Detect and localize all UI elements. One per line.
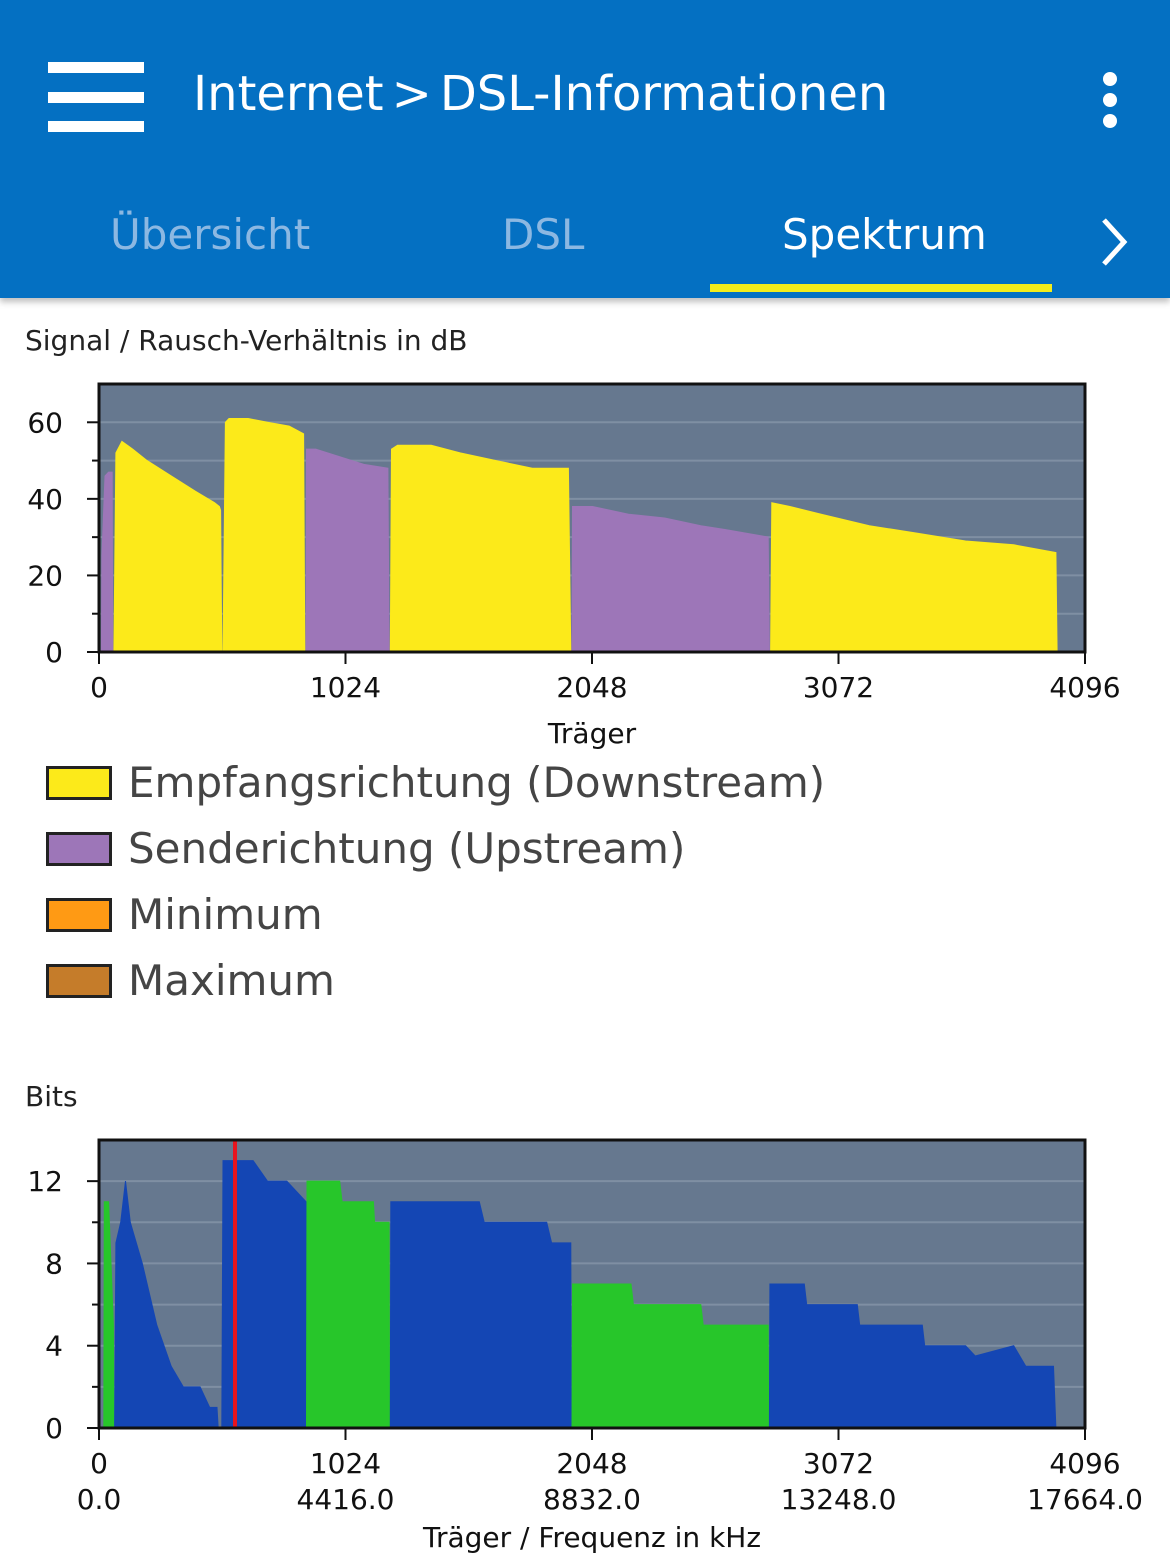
x-tick-label: 3072 [803, 1447, 874, 1480]
x-axis-label: Träger / Frequenz in kHz [422, 1521, 761, 1554]
series-area-6 [768, 1283, 1057, 1429]
legend-swatch-upstream [46, 832, 112, 866]
series-area-5 [571, 506, 770, 653]
y-tick-label: 40 [27, 483, 63, 516]
legend-label-upstream: Senderichtung (Upstream) [128, 824, 686, 873]
x-tick-freq-label: 4416.0 [297, 1483, 395, 1516]
legend-swatch-minimum [46, 898, 112, 932]
legend-label-downstream: Empfangsrichtung (Downstream) [128, 758, 826, 807]
series-area-1 [113, 440, 223, 653]
x-axis-label: Träger [547, 717, 637, 750]
series-area-4 [389, 1201, 572, 1429]
x-tick-label: 0 [90, 671, 108, 704]
bits-chart-title: Bits [25, 1080, 78, 1113]
x-tick-freq-label: 13248.0 [781, 1483, 897, 1516]
series-area-3 [305, 1180, 391, 1429]
x-tick-freq-label: 17664.0 [1027, 1483, 1143, 1516]
tab-spektrum[interactable]: Spektrum [782, 210, 987, 259]
breadcrumb: Internet > DSL-Informationen [193, 66, 888, 122]
y-tick-label: 12 [27, 1165, 63, 1198]
legend-label-maximum: Maximum [128, 956, 335, 1005]
legend-swatch-maximum [46, 964, 112, 998]
legend-label-minimum: Minimum [128, 890, 323, 939]
tab-dsl[interactable]: DSL [502, 210, 585, 259]
series-area-6 [770, 502, 1058, 653]
x-tick-freq-label: 8832.0 [543, 1483, 641, 1516]
x-tick-freq-label: 0.0 [77, 1483, 122, 1516]
y-tick-label: 20 [27, 559, 63, 592]
chevron-right-icon[interactable] [1092, 214, 1132, 270]
y-tick-label: 4 [45, 1330, 63, 1363]
breadcrumb-parent[interactable]: Internet [193, 66, 384, 122]
x-tick-label: 3072 [803, 671, 874, 704]
legend-swatch-downstream [46, 766, 112, 800]
hamburger-menu-icon[interactable] [48, 62, 144, 132]
series-area-5 [571, 1283, 770, 1429]
series-area-3 [305, 448, 390, 653]
x-tick-label: 4096 [1049, 1447, 1120, 1480]
x-tick-label: 4096 [1049, 671, 1120, 704]
series-area-2 [222, 418, 306, 653]
app-header: Internet > DSL-Informationen Übersicht DSL… [0, 0, 1170, 298]
y-tick-label: 0 [45, 1412, 63, 1445]
x-tick-label: 2048 [556, 671, 627, 704]
tab-uebersicht[interactable]: Übersicht [110, 210, 311, 259]
series-area-1 [114, 1181, 219, 1429]
bits-chart: 0481200.010244416.020488832.0307213248.0… [27, 1138, 1143, 1554]
page-title: DSL-Informationen [439, 66, 889, 122]
more-options-icon[interactable] [1096, 72, 1124, 128]
y-tick-label: 0 [45, 636, 63, 669]
y-tick-label: 8 [45, 1247, 63, 1280]
snr-chart: 0 20 40 60 0 1024 2048 3072 4096 Träger [27, 382, 1121, 750]
x-tick-label: 0 [90, 1447, 108, 1480]
chevron-right-icon: > [391, 66, 432, 122]
x-tick-label: 2048 [556, 1447, 627, 1480]
y-tick-label: 60 [27, 406, 63, 439]
active-tab-indicator [710, 284, 1052, 292]
snr-chart-title: Signal / Rausch-Verhältnis in dB [25, 324, 468, 357]
x-tick-label: 1024 [310, 1447, 381, 1480]
x-tick-label: 1024 [310, 671, 381, 704]
series-area-4 [389, 444, 572, 653]
